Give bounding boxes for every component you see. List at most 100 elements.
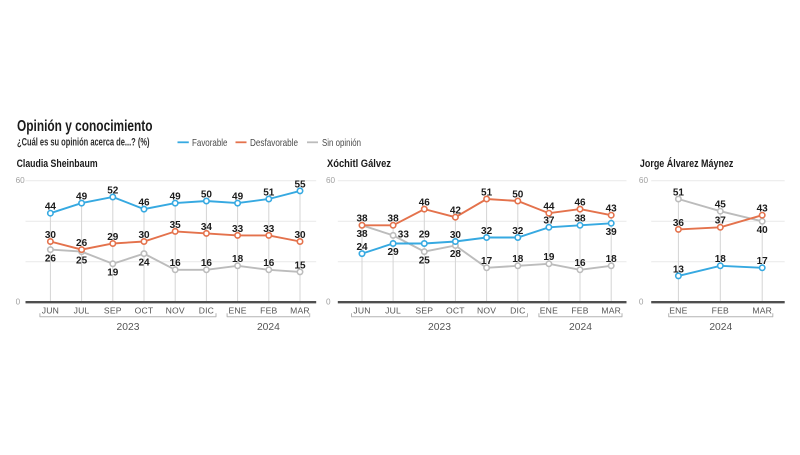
svg-text:30: 30 bbox=[45, 230, 57, 241]
svg-text:ENE: ENE bbox=[228, 305, 246, 315]
svg-text:FEB: FEB bbox=[260, 305, 277, 315]
svg-text:29: 29 bbox=[419, 230, 431, 241]
svg-text:25: 25 bbox=[419, 255, 431, 266]
svg-text:FEB: FEB bbox=[571, 305, 588, 315]
svg-text:2023: 2023 bbox=[117, 322, 140, 333]
svg-text:Opinión y conocimiento: Opinión y conocimiento bbox=[17, 118, 153, 135]
svg-text:13: 13 bbox=[673, 264, 685, 275]
svg-text:38: 38 bbox=[388, 214, 400, 225]
svg-text:17: 17 bbox=[757, 256, 769, 267]
svg-text:51: 51 bbox=[481, 187, 493, 198]
svg-text:30: 30 bbox=[294, 230, 306, 241]
svg-text:0: 0 bbox=[639, 298, 644, 307]
svg-text:SEP: SEP bbox=[415, 305, 433, 315]
svg-text:49: 49 bbox=[232, 192, 244, 203]
svg-text:34: 34 bbox=[201, 222, 213, 233]
svg-text:32: 32 bbox=[512, 226, 524, 237]
svg-text:29: 29 bbox=[388, 247, 400, 258]
svg-text:38: 38 bbox=[356, 214, 368, 225]
svg-text:39: 39 bbox=[606, 227, 618, 238]
svg-text:45: 45 bbox=[715, 200, 727, 211]
svg-text:24: 24 bbox=[138, 257, 150, 268]
svg-text:16: 16 bbox=[574, 258, 586, 269]
svg-text:NOV: NOV bbox=[166, 305, 185, 315]
svg-text:JUN: JUN bbox=[353, 305, 370, 315]
svg-text:0: 0 bbox=[16, 298, 21, 307]
svg-text:42: 42 bbox=[450, 206, 462, 217]
svg-text:2024: 2024 bbox=[569, 322, 592, 333]
svg-text:60: 60 bbox=[639, 176, 649, 185]
svg-text:49: 49 bbox=[76, 192, 88, 203]
svg-text:MAR: MAR bbox=[752, 305, 772, 315]
svg-text:29: 29 bbox=[107, 232, 119, 243]
svg-text:33: 33 bbox=[263, 224, 275, 235]
svg-text:15: 15 bbox=[294, 260, 306, 271]
svg-text:¿Cuál es su opinión acerca de.: ¿Cuál es su opinión acerca de...? (%) bbox=[17, 137, 150, 149]
svg-text:43: 43 bbox=[757, 204, 769, 215]
svg-text:30: 30 bbox=[450, 230, 462, 241]
svg-text:36: 36 bbox=[673, 218, 685, 229]
svg-text:32: 32 bbox=[481, 226, 493, 237]
svg-text:33: 33 bbox=[232, 224, 244, 235]
svg-text:OCT: OCT bbox=[135, 305, 154, 315]
svg-text:37: 37 bbox=[543, 216, 555, 227]
svg-text:Sin opinión: Sin opinión bbox=[322, 137, 361, 149]
svg-text:JUL: JUL bbox=[74, 305, 90, 315]
svg-text:25: 25 bbox=[76, 255, 88, 266]
svg-text:44: 44 bbox=[45, 202, 57, 213]
svg-text:Xóchitl Gálvez: Xóchitl Gálvez bbox=[327, 158, 392, 170]
svg-text:OCT: OCT bbox=[446, 305, 465, 315]
svg-text:ENE: ENE bbox=[540, 305, 558, 315]
svg-text:51: 51 bbox=[263, 187, 275, 198]
svg-text:2024: 2024 bbox=[709, 322, 732, 333]
svg-text:60: 60 bbox=[16, 176, 26, 185]
svg-text:MAR: MAR bbox=[290, 305, 310, 315]
svg-text:26: 26 bbox=[45, 253, 57, 264]
svg-text:38: 38 bbox=[574, 214, 586, 225]
svg-text:33: 33 bbox=[398, 230, 410, 241]
svg-text:MAR: MAR bbox=[601, 305, 621, 315]
svg-text:52: 52 bbox=[107, 185, 119, 196]
svg-text:46: 46 bbox=[419, 198, 431, 209]
svg-text:18: 18 bbox=[512, 254, 524, 265]
svg-text:DIC: DIC bbox=[199, 305, 214, 315]
svg-text:35: 35 bbox=[170, 220, 182, 231]
svg-text:43: 43 bbox=[606, 204, 618, 215]
svg-text:55: 55 bbox=[294, 179, 306, 190]
svg-text:19: 19 bbox=[107, 268, 119, 279]
svg-text:16: 16 bbox=[170, 258, 182, 269]
svg-text:44: 44 bbox=[543, 202, 555, 213]
svg-text:37: 37 bbox=[715, 216, 727, 227]
svg-text:JUL: JUL bbox=[385, 305, 401, 315]
svg-text:ENE: ENE bbox=[669, 305, 687, 315]
svg-text:JUN: JUN bbox=[42, 305, 59, 315]
svg-text:Claudia Sheinbaum: Claudia Sheinbaum bbox=[17, 158, 98, 170]
svg-text:Desfavorable: Desfavorable bbox=[250, 137, 298, 149]
svg-text:49: 49 bbox=[170, 192, 182, 203]
svg-text:30: 30 bbox=[138, 230, 150, 241]
svg-text:46: 46 bbox=[574, 198, 586, 209]
svg-text:26: 26 bbox=[76, 238, 88, 249]
svg-text:28: 28 bbox=[450, 249, 462, 260]
svg-text:24: 24 bbox=[356, 242, 368, 253]
svg-text:Favorable: Favorable bbox=[192, 137, 228, 149]
svg-text:19: 19 bbox=[543, 252, 555, 263]
svg-text:51: 51 bbox=[673, 187, 685, 198]
svg-text:46: 46 bbox=[138, 198, 150, 209]
svg-text:50: 50 bbox=[201, 189, 213, 200]
svg-text:18: 18 bbox=[715, 254, 727, 265]
svg-text:60: 60 bbox=[326, 176, 336, 185]
svg-text:DIC: DIC bbox=[510, 305, 525, 315]
svg-text:18: 18 bbox=[232, 254, 244, 265]
svg-text:40: 40 bbox=[757, 225, 769, 236]
svg-text:Jorge Álvarez Máynez: Jorge Álvarez Máynez bbox=[640, 157, 734, 170]
svg-text:NOV: NOV bbox=[477, 305, 496, 315]
svg-text:18: 18 bbox=[606, 254, 618, 265]
svg-text:16: 16 bbox=[201, 258, 213, 269]
svg-text:2024: 2024 bbox=[257, 322, 280, 333]
svg-text:38: 38 bbox=[356, 229, 368, 240]
svg-text:2023: 2023 bbox=[428, 322, 451, 333]
svg-text:16: 16 bbox=[263, 258, 275, 269]
svg-text:0: 0 bbox=[326, 298, 331, 307]
svg-text:17: 17 bbox=[481, 256, 493, 267]
